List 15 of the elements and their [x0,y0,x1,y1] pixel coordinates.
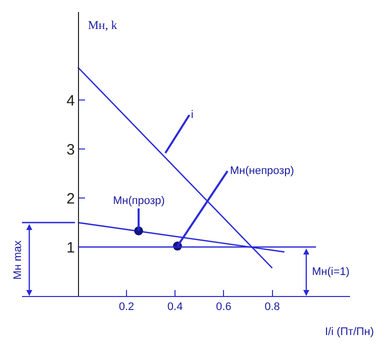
annotation: Мн(непрозр) [230,165,294,177]
y-tick-label: 1 [66,239,75,256]
y-tick-label: 4 [66,92,75,110]
annotation: Мн(i=1) [312,266,350,278]
x-tick-label: 0.8 [264,301,280,314]
x-axis-title: I/i (Пт/Пн) [325,326,374,338]
y-tick-label: 3 [66,141,75,158]
annotation: Мн max [12,240,24,280]
annotation: i [191,109,194,121]
y-tick-label: 2 [66,190,75,208]
x-tick-label: 0.2 [118,301,134,314]
x-tick-label: 0.4 [167,301,183,314]
annotation: Мн(прозр) [113,195,165,207]
y-axis-title: Мн, k [88,18,118,32]
x-tick-label: 0.6 [216,301,232,314]
